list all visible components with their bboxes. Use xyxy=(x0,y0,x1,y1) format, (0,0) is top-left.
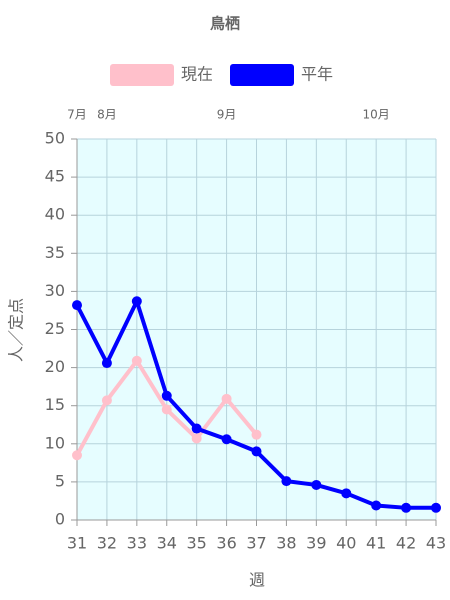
x-tick-label: 43 xyxy=(426,534,446,553)
x-tick-label: 35 xyxy=(186,534,206,553)
y-tick-label: 45 xyxy=(45,167,65,186)
data-point xyxy=(131,355,142,366)
data-point xyxy=(251,446,262,457)
month-label: 9月 xyxy=(217,108,237,122)
chart-title: 鳥栖 xyxy=(210,15,240,33)
data-point xyxy=(191,423,202,434)
month-label: 8月 xyxy=(97,108,117,122)
data-point xyxy=(221,434,232,445)
data-point xyxy=(161,390,172,401)
y-tick-label: 15 xyxy=(45,395,65,414)
y-tick-label: 30 xyxy=(45,281,65,300)
legend-label: 現在 xyxy=(181,65,213,84)
data-point xyxy=(191,433,202,444)
month-label: 7月 xyxy=(67,108,87,122)
y-tick-label: 50 xyxy=(45,129,65,148)
data-point xyxy=(221,393,232,404)
legend-label: 平年 xyxy=(301,65,333,84)
x-tick-label: 40 xyxy=(336,534,356,553)
data-point xyxy=(72,300,82,311)
data-point xyxy=(281,476,292,487)
x-tick-label: 37 xyxy=(246,534,266,553)
x-tick-label: 42 xyxy=(396,534,416,553)
data-point xyxy=(161,404,172,415)
x-tick-label: 31 xyxy=(67,534,87,553)
y-tick-label: 35 xyxy=(45,243,65,262)
data-point xyxy=(101,395,112,406)
data-point xyxy=(72,450,82,461)
data-point xyxy=(341,488,352,499)
x-tick-label: 34 xyxy=(157,534,177,553)
data-point xyxy=(251,429,262,440)
y-tick-label: 25 xyxy=(45,319,65,338)
y-tick-label: 10 xyxy=(45,433,65,452)
x-tick-label: 33 xyxy=(127,534,147,553)
y-axis-label: 人／定点 xyxy=(7,298,26,362)
data-point xyxy=(401,502,412,513)
data-point xyxy=(371,500,382,511)
y-tick-label: 40 xyxy=(45,205,65,224)
x-tick-label: 36 xyxy=(216,534,236,553)
month-label: 10月 xyxy=(363,108,390,122)
x-tick-label: 41 xyxy=(366,534,386,553)
data-point xyxy=(431,502,441,513)
y-tick-label: 0 xyxy=(55,510,65,529)
y-tick-label: 20 xyxy=(45,357,65,376)
legend-swatch xyxy=(230,64,294,86)
x-tick-label: 32 xyxy=(97,534,117,553)
x-tick-label: 39 xyxy=(306,534,326,553)
data-point xyxy=(101,358,112,369)
legend-item: 平年 xyxy=(230,64,333,86)
data-point xyxy=(131,296,142,307)
data-point xyxy=(311,479,322,490)
legend-swatch xyxy=(110,64,174,86)
legend-item: 現在 xyxy=(110,64,213,86)
x-tick-label: 38 xyxy=(276,534,296,553)
x-axis-label: 週 xyxy=(249,571,265,590)
y-tick-label: 5 xyxy=(55,471,65,490)
